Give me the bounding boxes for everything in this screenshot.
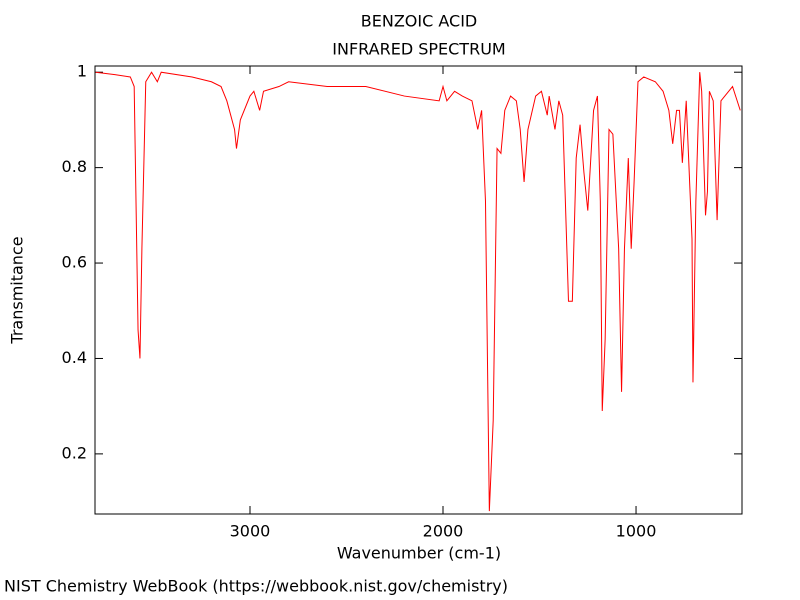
y-tick-label: 1 [77,62,87,81]
plot-frame [94,65,743,515]
x-tick-label: 1000 [616,522,657,541]
spectrum-line [95,71,741,512]
chart-title: BENZOIC ACID [361,12,477,31]
source-note: NIST Chemistry WebBook (https://webbook.… [4,577,508,596]
x-tick-label: 3000 [230,522,271,541]
y-tick-label: 0.2 [62,443,87,462]
x-axis-label: Wavenumber (cm-1) [337,544,501,563]
y-tick-label: 0.4 [62,348,87,367]
chart-subtitle: INFRARED SPECTRUM [332,40,505,59]
y-tick-label: 0.6 [62,253,87,272]
y-tick-label: 0.8 [62,157,87,176]
y-axis-label: Transmitance [8,236,27,344]
x-tick-label: 2000 [423,522,464,541]
